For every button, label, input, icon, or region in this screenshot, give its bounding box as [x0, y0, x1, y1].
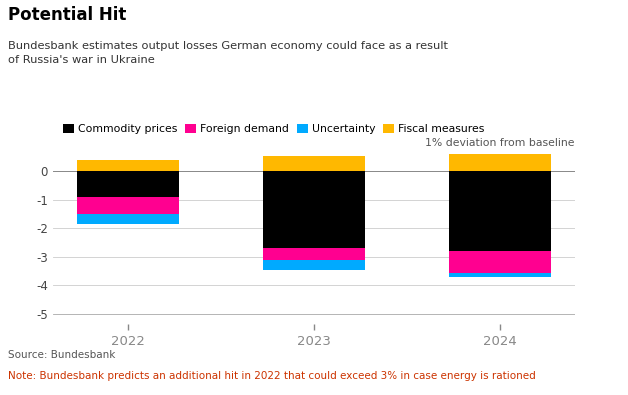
Bar	[449, 251, 551, 273]
Bar	[77, 160, 179, 171]
Text: Note: Bundesbank predicts an additional hit in 2022 that could exceed 3% in case: Note: Bundesbank predicts an additional …	[8, 371, 535, 380]
Bar	[449, 273, 551, 277]
Bar	[449, 154, 551, 171]
Bar	[263, 171, 365, 248]
Text: Source: Bundesbank: Source: Bundesbank	[8, 350, 115, 359]
Text: 1% deviation from baseline: 1% deviation from baseline	[425, 138, 575, 148]
Bar	[449, 171, 551, 251]
Bar	[263, 248, 365, 260]
Text: Bundesbank estimates output losses German economy could face as a result
of Russ: Bundesbank estimates output losses Germa…	[8, 41, 448, 65]
Bar	[263, 156, 365, 171]
Bar	[77, 171, 179, 197]
Legend: Commodity prices, Foreign demand, Uncertainty, Fiscal measures: Commodity prices, Foreign demand, Uncert…	[59, 120, 489, 139]
Bar	[77, 197, 179, 214]
Bar	[263, 260, 365, 270]
Bar	[77, 214, 179, 224]
Text: Potential Hit: Potential Hit	[8, 6, 126, 24]
